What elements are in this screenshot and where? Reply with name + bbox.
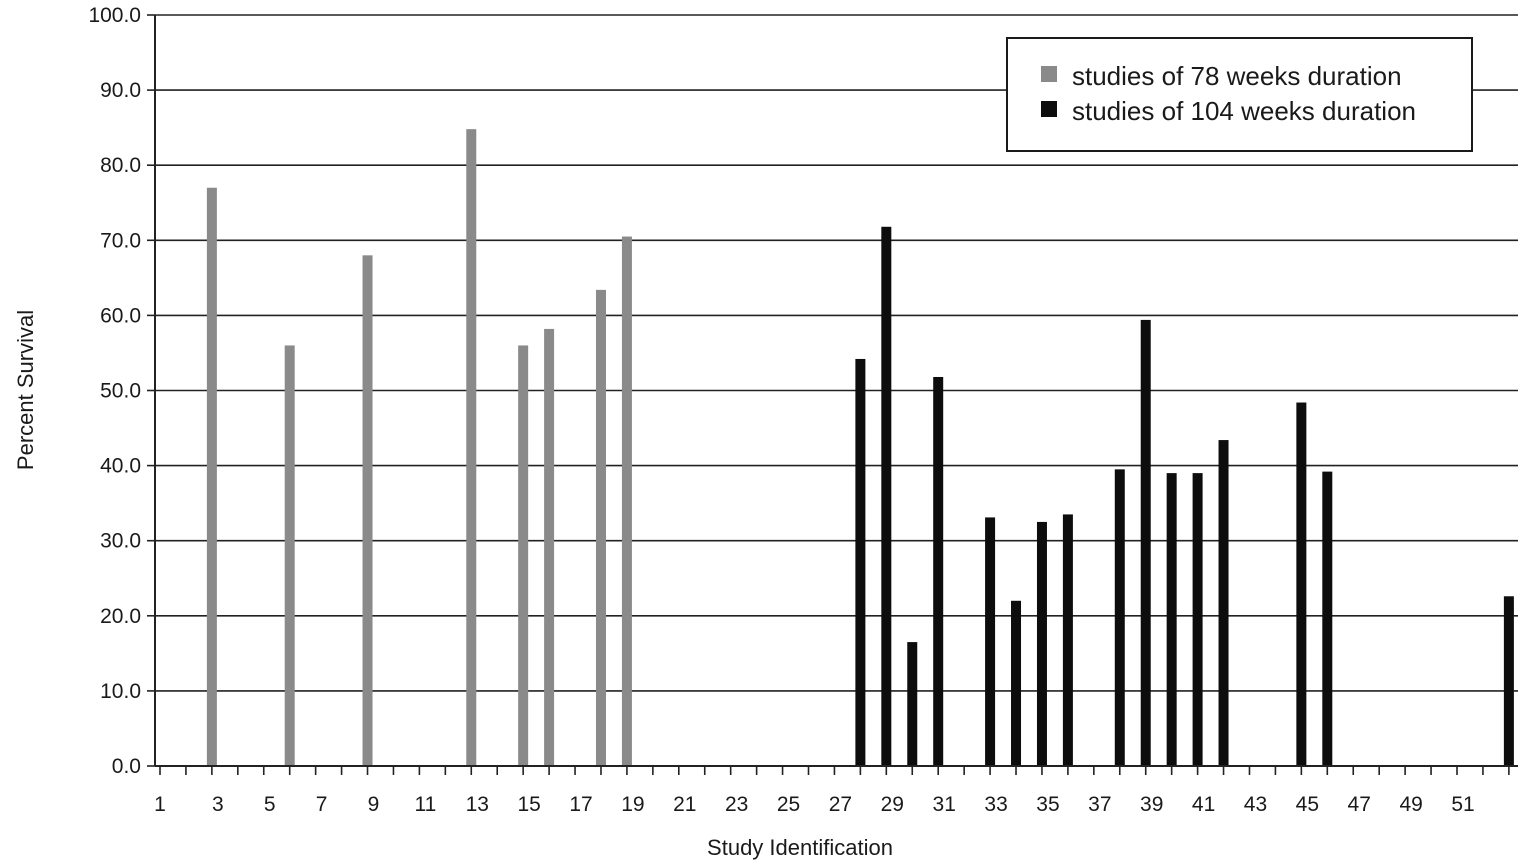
x-tick-label-15: 15 [517,793,540,816]
y-tick-label-100: 100.0 [88,4,141,27]
y-tick-label-70: 70.0 [100,229,141,252]
bar-study-45 [1296,402,1307,766]
bar-study-41 [1192,473,1203,766]
bar-study-13 [466,129,477,767]
x-tick-label-47: 47 [1348,793,1371,816]
bar-study-38 [1114,469,1125,766]
bar-study-36 [1062,514,1073,766]
x-tick-label-21: 21 [673,793,696,816]
axes [154,15,1518,767]
bar-study-9 [362,255,373,766]
bar-study-15 [518,345,529,766]
x-axis-ticks: 1 3 5 7 9 11 13 15 17 19 21 23 25 27 29 31 33 35 37 39 41 43 4… [154,766,1510,816]
x-tick-label-25: 25 [777,793,800,816]
legend-swatch-78-weeks [1041,66,1057,82]
bar-study-39 [1140,319,1151,766]
bar-study-40 [1166,473,1177,766]
x-tick-label-5: 5 [264,793,276,816]
y-tick-label-0: 0.0 [112,755,141,778]
y-tick-label-60: 60.0 [100,304,141,327]
y-tick-label-20: 20.0 [100,605,141,628]
legend-label-78-weeks: studies of 78 weeks duration [1072,61,1402,91]
x-tick-label-11: 11 [414,793,436,816]
x-tick-label-9: 9 [368,793,380,816]
bar-study-53 [1503,596,1514,766]
x-tick-label-17: 17 [569,793,592,816]
bar-study-34 [1011,600,1022,766]
x-axis-title: Study Identification [707,835,893,860]
x-tick-label-39: 39 [1140,793,1163,816]
bars [206,129,1514,767]
y-tick-label-90: 90.0 [100,79,141,102]
bar-study-35 [1036,521,1047,766]
bar-study-29 [881,226,892,767]
x-tick-label-31: 31 [933,793,956,816]
y-tick-label-50: 50.0 [100,380,141,403]
x-tick-label-37: 37 [1088,793,1111,816]
bar-study-31 [933,376,944,766]
legend-label-104-weeks: studies of 104 weeks duration [1072,96,1416,126]
bar-study-42 [1218,440,1229,766]
bar-study-19 [621,236,632,767]
x-tick-label-13: 13 [466,793,489,816]
x-tick-label-41: 41 [1192,793,1215,816]
x-tick-label-19: 19 [621,793,644,816]
x-tick-label-45: 45 [1296,793,1319,816]
bar-study-28 [855,358,866,766]
x-tick-label-1: 1 [154,793,166,816]
bar-study-3 [206,187,217,767]
bar-study-6 [284,345,295,766]
legend: studies of 78 weeks duration studies of … [1006,37,1473,152]
y-tick-label-40: 40.0 [100,455,141,478]
legend-box [1006,37,1473,152]
bar-study-30 [907,642,918,766]
y-tick-label-80: 80.0 [100,154,141,177]
x-tick-label-51: 51 [1451,793,1474,816]
x-tick-label-27: 27 [829,793,852,816]
bar-study-33 [985,517,996,766]
y-tick-label-10: 10.0 [100,680,141,703]
bar-study-46 [1322,471,1333,766]
x-tick-label-3: 3 [212,793,224,816]
bar-study-16 [544,328,555,766]
x-tick-label-33: 33 [984,793,1007,816]
legend-swatch-104-weeks [1041,101,1057,117]
x-tick-label-43: 43 [1244,793,1267,816]
y-axis-title: Percent Survival [13,310,38,470]
y-axis-ticks: 0.0 10.0 20.0 30.0 40.0 50.0 60.0 70.0 80.0 90.0 1… [88,4,155,778]
bar-study-18 [595,289,606,766]
x-tick-label-35: 35 [1036,793,1059,816]
x-tick-label-23: 23 [725,793,748,816]
x-tick-label-49: 49 [1399,793,1422,816]
y-tick-label-30: 30.0 [100,530,141,553]
x-tick-label-7: 7 [316,793,328,816]
x-tick-label-29: 29 [881,793,904,816]
